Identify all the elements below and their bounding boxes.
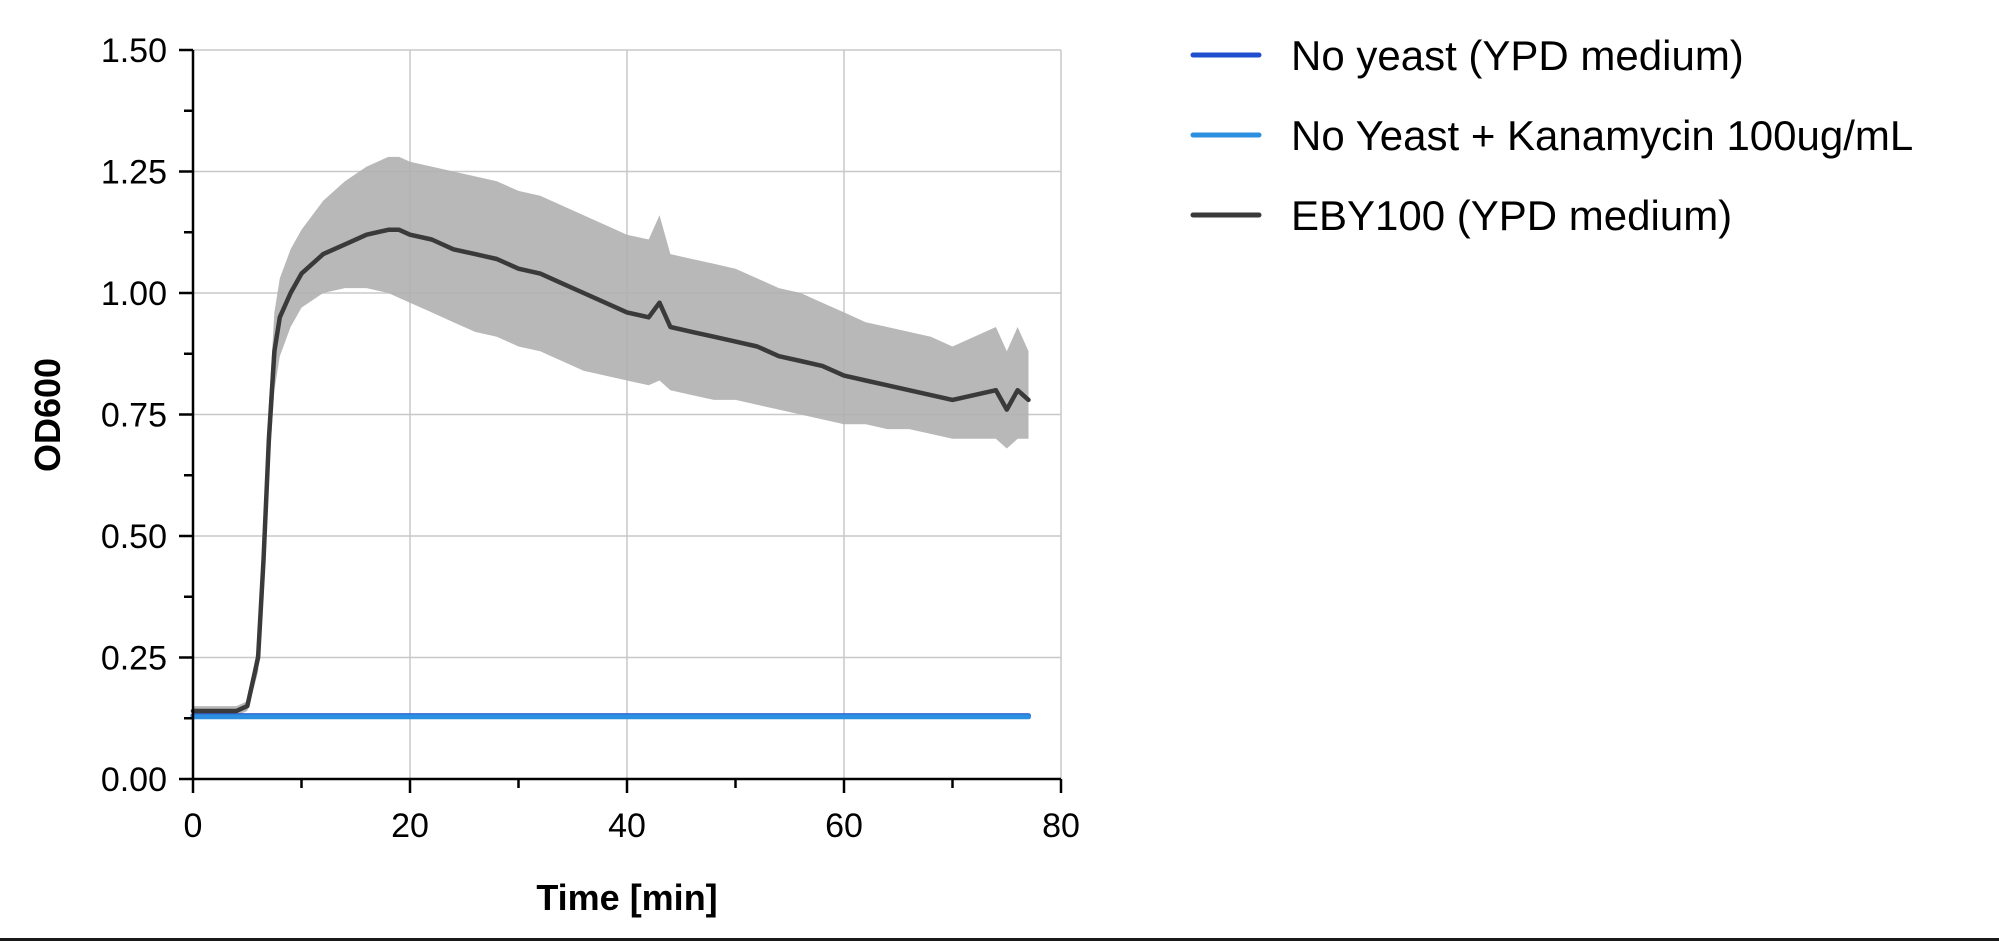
x-tick-label: 20 bbox=[391, 807, 429, 845]
x-tick-label: 40 bbox=[608, 807, 646, 845]
x-tick-label: 0 bbox=[184, 807, 203, 845]
series-line-2 bbox=[190, 227, 1031, 714]
x-axis-title: Time [min] bbox=[536, 877, 717, 918]
y-tick-label: 0.75 bbox=[101, 397, 167, 435]
error-bands bbox=[193, 156, 1029, 716]
y-axis-title: OD600 bbox=[27, 358, 68, 472]
bottom-divider bbox=[0, 938, 1999, 941]
grid-lines bbox=[193, 49, 1062, 779]
y-tick-label: 0.25 bbox=[101, 640, 167, 678]
x-tick-label: 60 bbox=[825, 807, 863, 845]
legend: No yeast (YPD medium) No Yeast + Kanamyci… bbox=[1190, 32, 1913, 239]
legend-label-0: No yeast (YPD medium) bbox=[1291, 32, 1744, 79]
y-tick-label: 1.50 bbox=[101, 32, 167, 70]
legend-label-1: No Yeast + Kanamycin 100ug/mL bbox=[1291, 112, 1913, 159]
y-tick-label: 0.50 bbox=[101, 518, 167, 556]
y-tick-label: 1.25 bbox=[101, 154, 167, 192]
y-axis-ticks: 0.00 0.25 0.50 0.75 1.00 1.25 1.50 bbox=[101, 32, 193, 799]
y-tick-label: 1.00 bbox=[101, 275, 167, 313]
legend-label-2: EBY100 (YPD medium) bbox=[1291, 192, 1732, 239]
y-tick-label: 0.00 bbox=[101, 761, 167, 799]
x-tick-label: 80 bbox=[1042, 807, 1080, 845]
series-band-2 bbox=[193, 156, 1029, 716]
x-axis-ticks: 0 20 40 60 80 bbox=[184, 779, 1080, 845]
series-lines bbox=[190, 227, 1031, 720]
